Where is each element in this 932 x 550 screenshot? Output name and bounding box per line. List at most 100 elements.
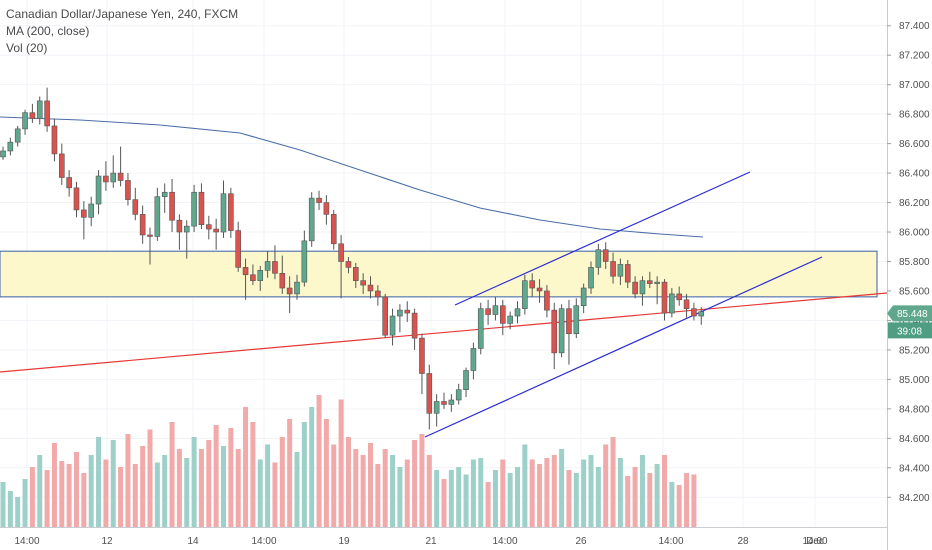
volume-bar	[360, 455, 366, 527]
volume-bar	[676, 485, 682, 527]
volume-bar	[309, 407, 315, 527]
volume-bar	[434, 470, 440, 527]
volume-bar	[470, 459, 476, 527]
candle-down	[176, 219, 183, 233]
candle-down	[286, 287, 293, 295]
volume-bar	[257, 459, 263, 527]
volume-bar	[595, 467, 601, 527]
volume-bar	[485, 482, 491, 527]
candle-up	[22, 112, 28, 130]
candle-up	[154, 196, 161, 237]
candle-up	[397, 309, 403, 317]
candle-up	[110, 172, 117, 183]
candle-down	[206, 224, 212, 230]
volume-bar	[213, 425, 219, 527]
candle-up	[492, 305, 499, 315]
volume-bar	[235, 449, 241, 527]
candle-down	[125, 180, 131, 200]
volume-bar	[206, 440, 212, 527]
time-tick-label: 14:00	[251, 536, 276, 547]
volume-bar	[272, 462, 278, 527]
price-tick-label: 87.200	[899, 51, 930, 62]
price-tick-label: 84.400	[899, 463, 930, 474]
time-tick-label: 14:00	[802, 536, 827, 547]
candle-down	[279, 272, 286, 289]
volume-bar	[162, 455, 168, 527]
candle-down	[345, 261, 352, 268]
candle-down	[426, 373, 433, 414]
volume-bar	[250, 422, 256, 527]
candle-down	[441, 401, 447, 405]
candle-up	[477, 308, 484, 349]
candle-down	[551, 309, 558, 354]
candle-down	[610, 261, 616, 277]
volume-indicator-label[interactable]: Vol (20)	[6, 41, 48, 55]
volume-bar	[691, 474, 697, 527]
candle-up	[264, 261, 271, 271]
candle-down	[147, 234, 153, 237]
candle-down	[566, 308, 572, 335]
candle-down	[338, 243, 344, 262]
volume-bar	[426, 455, 432, 527]
candle-down	[117, 172, 124, 181]
volume-bar	[140, 446, 146, 527]
volume-bar	[331, 444, 337, 527]
volume-bar	[654, 464, 660, 527]
candle-series	[0, 87, 705, 430]
candle-up	[522, 280, 528, 309]
volume-bar	[353, 449, 359, 527]
candle-down	[411, 312, 418, 339]
time-tick-label: 12	[101, 536, 113, 547]
price-axis: 87.400 87.200 87.000 86.800 86.600 86.400 86.2…	[887, 21, 930, 504]
candle-down	[73, 187, 80, 211]
countdown-label: 39:08	[897, 326, 922, 337]
candle-down	[632, 281, 638, 295]
price-tick-label: 87.400	[899, 21, 930, 32]
volume-series	[0, 395, 697, 527]
volume-bar	[154, 462, 160, 527]
candle-down	[529, 280, 536, 289]
candle-down	[382, 296, 389, 336]
candle-up	[595, 249, 602, 268]
volume-bar	[243, 407, 249, 527]
price-tick-label: 86.400	[899, 169, 930, 180]
volume-bar	[228, 428, 234, 527]
price-tick-label: 84.600	[899, 434, 930, 445]
candle-down	[691, 308, 697, 317]
volume-bar	[515, 467, 520, 527]
volume-bar	[81, 473, 87, 527]
volume-bar	[29, 467, 35, 527]
price-tick-label: 86.600	[899, 139, 930, 150]
candle-down	[602, 249, 609, 262]
candle-up	[558, 308, 565, 354]
candle-up	[257, 270, 264, 281]
last-price-tag	[887, 305, 932, 322]
volume-bar	[639, 455, 645, 527]
candle-down	[419, 337, 425, 374]
price-tick-label: 85.800	[899, 257, 930, 268]
price-tick-label: 86.800	[899, 110, 930, 121]
volume-bar	[441, 479, 447, 527]
volume-bar	[66, 464, 72, 527]
candle-down	[499, 305, 506, 324]
volume-bar	[390, 455, 396, 527]
price-tick-label: 85.200	[899, 345, 930, 356]
candle-up	[507, 315, 513, 324]
candle-down	[352, 267, 359, 281]
candle-down	[375, 290, 381, 298]
ma-indicator-label[interactable]: MA (200, close)	[6, 24, 90, 38]
time-tick-label: 21	[425, 536, 437, 547]
candle-up	[580, 287, 587, 307]
candle-up	[588, 267, 594, 289]
volume-bar	[492, 470, 498, 527]
volume-bar	[397, 467, 403, 527]
volume-bar	[176, 449, 182, 527]
candle-up	[191, 191, 197, 227]
volume-bar	[125, 434, 131, 527]
candle-up	[389, 315, 396, 336]
volume-bar	[132, 464, 138, 527]
symbol-title: Canadian Dollar/Japanese Yen, 240, FXCM	[6, 7, 239, 21]
